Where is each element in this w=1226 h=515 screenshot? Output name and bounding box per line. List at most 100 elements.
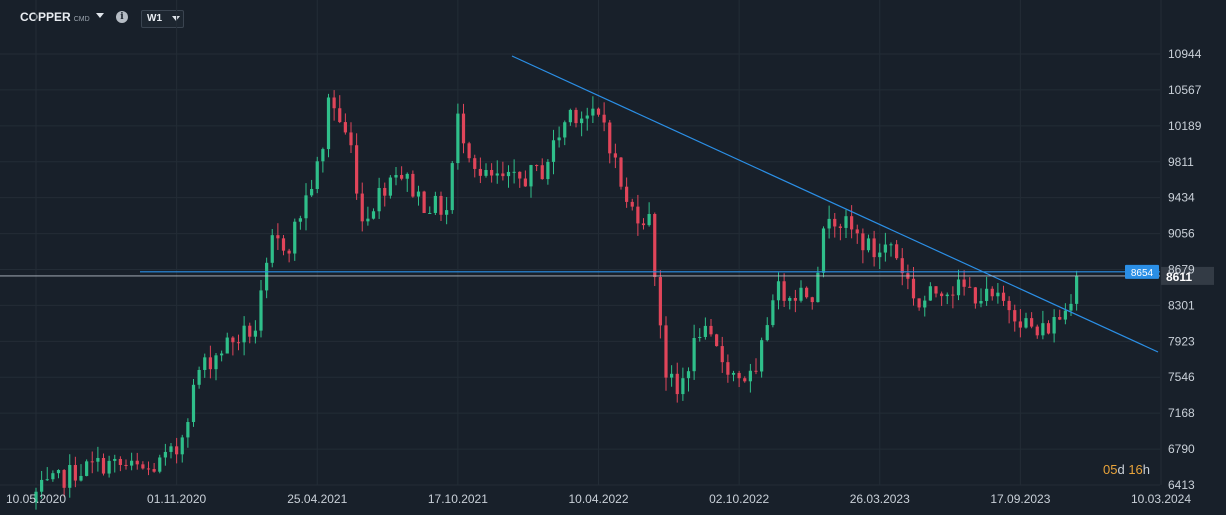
bear-candle — [850, 216, 854, 230]
bear-candle — [973, 287, 977, 304]
bear-candle — [619, 157, 623, 187]
bear-candle — [287, 250, 291, 254]
bull-candle — [686, 371, 691, 379]
overlays: 8654 8611 — [0, 55, 1214, 353]
bear-candle — [664, 325, 668, 378]
bull-candle — [878, 252, 882, 258]
bull-candle — [197, 369, 201, 385]
bull-candle — [242, 325, 246, 343]
bear-candle — [1007, 300, 1011, 311]
symbol-selector[interactable]: COPPER CMD — [20, 10, 90, 24]
y-tick-label: 7168 — [1168, 406, 1195, 420]
bear-candle — [596, 108, 601, 115]
bear-candle — [895, 244, 899, 259]
bull-candle — [371, 211, 376, 219]
bear-candle — [1058, 316, 1062, 320]
bear-candle — [90, 461, 94, 463]
bull-candle — [731, 372, 736, 375]
bull-candle — [883, 244, 887, 253]
bull-candle — [681, 378, 685, 395]
bull-candle — [450, 163, 454, 211]
y-tick-label: 9056 — [1168, 227, 1195, 241]
bull-candle — [445, 210, 449, 215]
level-label: 8654 — [1131, 268, 1154, 279]
x-tick-label: 25.04.2021 — [287, 492, 347, 506]
bear-candle — [951, 294, 955, 296]
bull-candle — [310, 189, 314, 196]
bear-candle — [636, 206, 640, 224]
bull-candle — [512, 171, 516, 173]
bull-candle — [191, 384, 196, 423]
x-tick-label: 01.11.2020 — [147, 492, 206, 506]
bull-candle — [928, 286, 932, 301]
bear-candle — [743, 378, 747, 382]
bull-candle — [405, 173, 409, 179]
bull-candle — [225, 337, 229, 354]
bear-candle — [940, 293, 944, 297]
bear-candle — [990, 288, 994, 297]
bull-candle — [68, 465, 72, 488]
bear-candle — [175, 446, 179, 455]
bear-candle — [934, 286, 938, 294]
timeframe-selector[interactable]: W1 — [141, 10, 184, 28]
bear-candle — [1013, 310, 1017, 322]
bull-candle — [956, 279, 961, 296]
bull-candle — [326, 97, 331, 150]
bull-candle — [220, 353, 224, 356]
symbol-subtitle: CMD — [73, 16, 90, 23]
bear-candle — [540, 165, 544, 180]
symbol-dropdown-icon[interactable] — [96, 13, 104, 18]
x-tick-label: 26.03.2023 — [850, 492, 910, 506]
bear-candle — [276, 235, 280, 239]
bear-candle — [810, 297, 814, 303]
bear-candle — [855, 229, 859, 234]
bull-candle — [945, 294, 949, 297]
bear-candle — [838, 226, 842, 228]
bull-candle — [304, 195, 308, 219]
info-icon[interactable]: i — [116, 11, 128, 23]
x-tick-label: 17.09.2023 — [990, 492, 1050, 506]
bull-candle — [433, 195, 437, 213]
bull-candle — [377, 187, 381, 212]
bear-candle — [231, 337, 235, 343]
bear-candle — [737, 372, 741, 379]
bull-candle — [703, 325, 707, 337]
bull-candle — [113, 458, 117, 461]
bear-candle — [1046, 323, 1051, 334]
y-tick-label: 10944 — [1168, 47, 1202, 61]
bull-candle — [776, 281, 781, 301]
bear-candle — [383, 187, 387, 196]
bar-countdown: 05d 16h — [1103, 462, 1151, 477]
bear-candle — [152, 469, 156, 472]
bull-candle — [529, 165, 533, 187]
bear-candle — [73, 465, 77, 481]
bear-candle — [613, 153, 617, 158]
bull-candle — [889, 244, 893, 246]
bull-candle — [484, 169, 488, 176]
bull-candle — [788, 297, 792, 301]
bear-candle — [338, 108, 342, 123]
y-tick-label: 10189 — [1168, 119, 1202, 133]
bear-candle — [630, 201, 634, 207]
bull-candle — [647, 213, 651, 226]
y-tick-label: 7923 — [1168, 334, 1195, 348]
bear-candle — [962, 279, 966, 287]
bear-candle — [900, 258, 904, 274]
candles — [34, 90, 1079, 510]
bull-candle — [979, 300, 983, 304]
bear-candle — [146, 468, 151, 470]
bull-candle — [298, 218, 302, 222]
bull-candle — [546, 161, 550, 180]
bull-candle — [844, 216, 848, 228]
x-tick-label: 10.05.2020 — [6, 492, 66, 506]
chart-toolbar: COPPER CMD i W1 — [0, 0, 1226, 36]
y-tick-label: 8679 — [1168, 262, 1195, 276]
bull-candle — [568, 109, 572, 123]
timeframe-dropdown-icon[interactable] — [172, 16, 180, 21]
bear-candle — [473, 158, 477, 169]
bear-candle — [658, 277, 662, 326]
bear-candle — [1018, 321, 1022, 328]
bull-candle — [1024, 318, 1028, 328]
bull-candle — [670, 373, 674, 378]
